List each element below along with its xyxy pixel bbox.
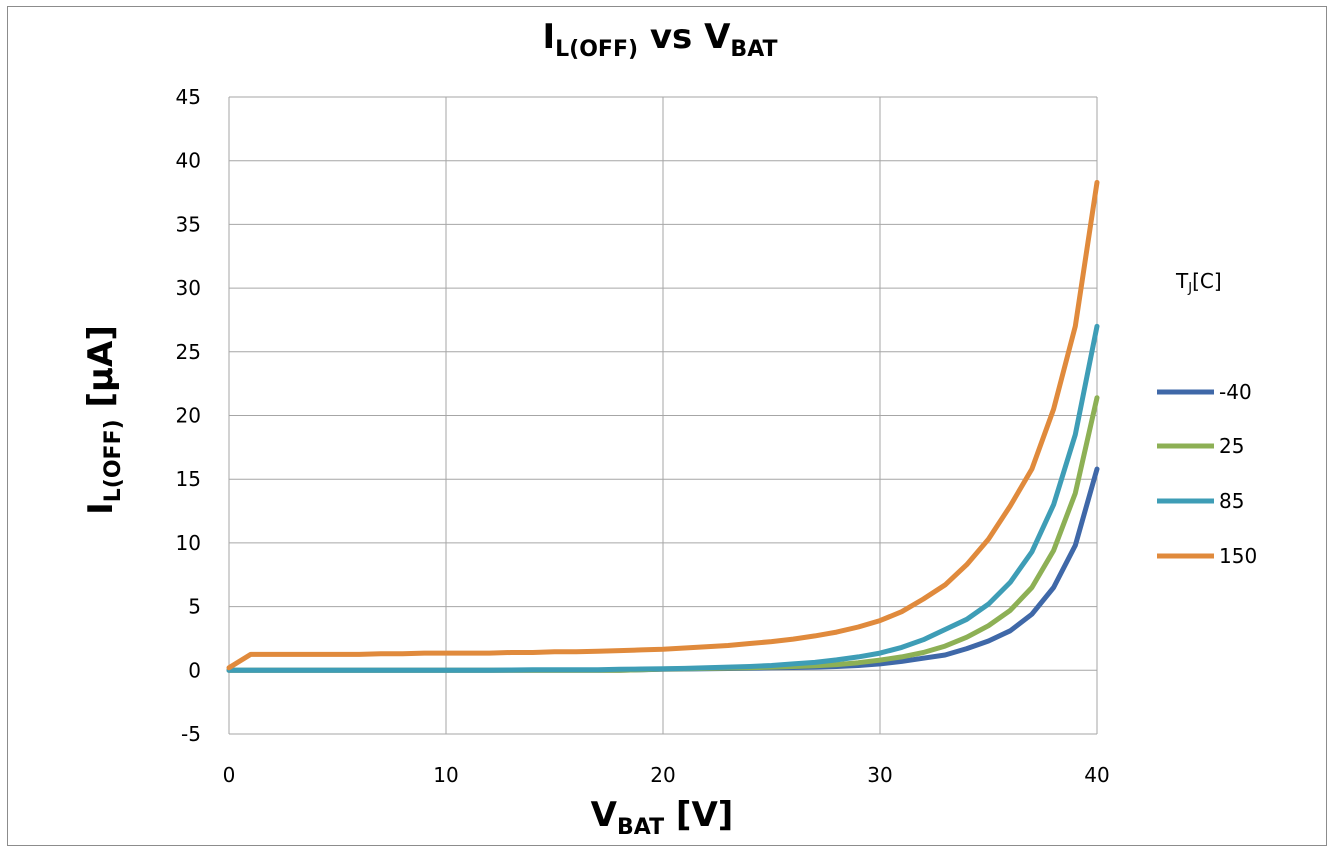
y-tick-label: 25 <box>176 340 201 364</box>
chart-title-sub: L(OFF) <box>555 37 638 62</box>
y-tick-label: -5 <box>181 722 201 746</box>
legend-label-25: 25 <box>1219 434 1244 458</box>
legend-label-150: 150 <box>1219 544 1257 568</box>
x-axis-label-main: V <box>591 795 618 835</box>
y-axis-ticks: -5 0 5 10 15 20 25 30 35 40 45 <box>176 85 201 746</box>
x-axis-label-rest: [V] <box>664 795 733 835</box>
y-axis-label: IL(OFF) [µA] <box>81 325 126 515</box>
chart-title: IL(OFF) vs VBAT <box>542 17 777 62</box>
y-axis-label-rest: [µA] <box>81 325 121 419</box>
y-axis-label-sub: L(OFF) <box>101 419 126 502</box>
x-tick-label: 20 <box>650 763 675 787</box>
chart-title-mid: vs V <box>638 17 731 57</box>
chart-title-sub2: BAT <box>730 37 777 62</box>
chart-title-main: I <box>542 17 555 57</box>
y-tick-label: 30 <box>176 276 201 300</box>
y-tick-label: 15 <box>176 467 201 491</box>
x-tick-label: 30 <box>867 763 892 787</box>
y-tick-label: 10 <box>176 531 201 555</box>
x-tick-label: 0 <box>223 763 236 787</box>
y-axis-label-main: I <box>81 502 121 515</box>
y-tick-label: 5 <box>188 595 201 619</box>
legend-label-85: 85 <box>1219 489 1244 513</box>
x-tick-label: 10 <box>433 763 458 787</box>
x-axis-ticks: 0 10 20 30 40 <box>223 763 1110 787</box>
x-tick-label: 40 <box>1084 763 1109 787</box>
x-axis-label-sub: BAT <box>617 815 664 835</box>
y-tick-label: 45 <box>176 85 201 109</box>
x-axis-label: VBAT [V] <box>591 795 734 835</box>
legend-title: TJ[C] <box>1175 269 1222 296</box>
y-tick-label: 35 <box>176 212 201 236</box>
y-tick-label: 40 <box>176 149 201 173</box>
legend-label--40: -40 <box>1219 380 1252 404</box>
legend-title-rest: [C] <box>1192 269 1222 293</box>
y-tick-label: 20 <box>176 404 201 428</box>
legend: -40 25 85 150 <box>1157 380 1257 568</box>
y-tick-label: 0 <box>188 658 201 682</box>
legend-title-main: T <box>1175 269 1189 293</box>
